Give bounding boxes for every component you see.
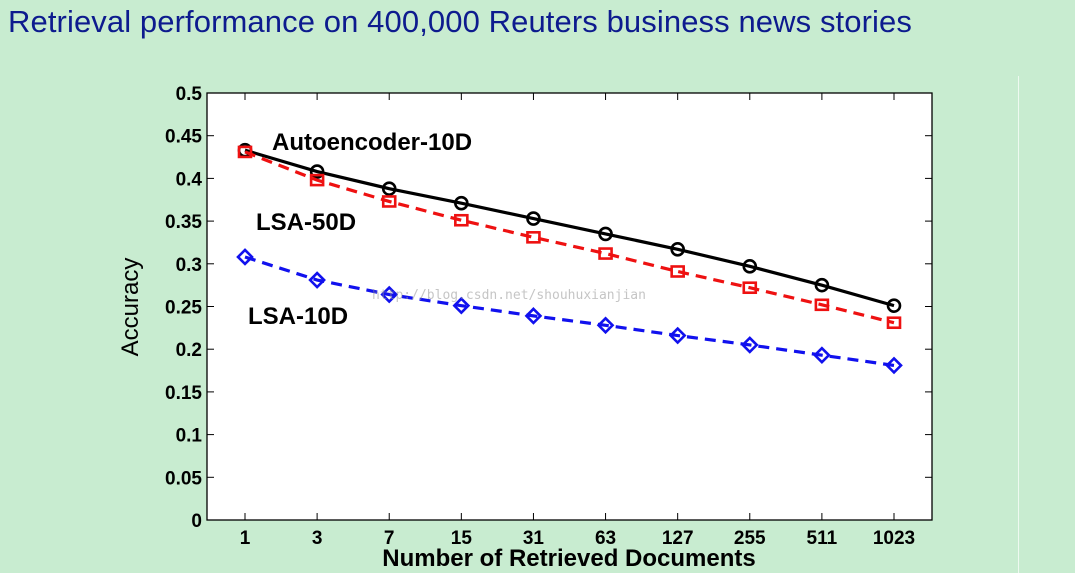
data-point (742, 259, 758, 274)
data-point (814, 298, 830, 312)
plot-area (207, 93, 932, 520)
x-tick-label: 63 (595, 528, 616, 549)
data-point (668, 326, 687, 345)
x-tick-label: 15 (451, 528, 473, 549)
series-line (244, 255, 895, 368)
slide-title: Retrieval performance on 400,000 Reuters… (8, 4, 912, 39)
series-lsa-10d: LSA-10D (236, 248, 903, 375)
data-point (452, 296, 471, 315)
series-line (244, 150, 895, 325)
right-divider (1018, 76, 1019, 573)
data-point (524, 307, 543, 325)
data-point (454, 213, 469, 227)
data-point (454, 195, 469, 211)
data-point (740, 336, 759, 354)
y-tick-label: 0.05 (165, 468, 202, 489)
y-tick-label: 0.1 (176, 426, 203, 447)
data-point (885, 356, 903, 375)
x-tick-label: 1023 (873, 528, 915, 549)
data-point (308, 271, 326, 289)
x-tick-label: 511 (807, 528, 838, 549)
x-tick-label: 1 (240, 528, 251, 549)
x-tick-label: 255 (734, 528, 766, 549)
y-tick-label: 0.35 (165, 212, 202, 233)
watermark: http://blog.csdn.net/shouhuxianjian (372, 288, 646, 303)
x-tick-label: 3 (312, 528, 323, 549)
y-tick-label: 0.15 (165, 383, 202, 404)
y-tick-label: 0.4 (176, 169, 203, 190)
data-point (309, 173, 325, 187)
x-axis-label: Number of Retrieved Documents (382, 545, 755, 572)
data-point (670, 241, 685, 257)
y-tick-label: 0.2 (176, 340, 202, 361)
data-point (309, 164, 325, 179)
data-point (814, 277, 830, 293)
data-point (596, 316, 615, 335)
x-tick-label: 31 (523, 528, 545, 549)
data-point (742, 281, 758, 295)
data-point (381, 195, 397, 208)
data-point (526, 211, 541, 226)
data-point (886, 298, 902, 313)
series-label: LSA-10D (248, 303, 348, 330)
data-point (598, 226, 613, 242)
x-tick-label: 127 (662, 528, 694, 549)
series-label: Autoencoder-10D (272, 129, 472, 156)
series-autoencoder-10d: Autoencoder-10D (237, 129, 902, 313)
data-point (381, 181, 397, 196)
data-point (886, 316, 902, 330)
x-tick-label: 7 (384, 528, 395, 549)
data-point (598, 247, 613, 260)
y-tick-label: 0.25 (165, 298, 202, 319)
data-point (813, 346, 831, 365)
y-tick-label: 0.3 (176, 255, 202, 276)
series-line (244, 148, 895, 308)
data-point (237, 145, 253, 159)
data-point (526, 231, 541, 244)
y-tick-label: 0.45 (165, 127, 202, 148)
series-lsa-50d: LSA-50D (237, 145, 902, 330)
y-tick-label: 0.5 (176, 84, 203, 105)
data-point (670, 265, 685, 278)
series-label: LSA-50D (256, 209, 356, 236)
y-tick-label: 0 (191, 511, 202, 532)
data-point (380, 285, 399, 304)
y-axis-label: Accuracy (117, 258, 144, 357)
data-point (236, 248, 254, 266)
